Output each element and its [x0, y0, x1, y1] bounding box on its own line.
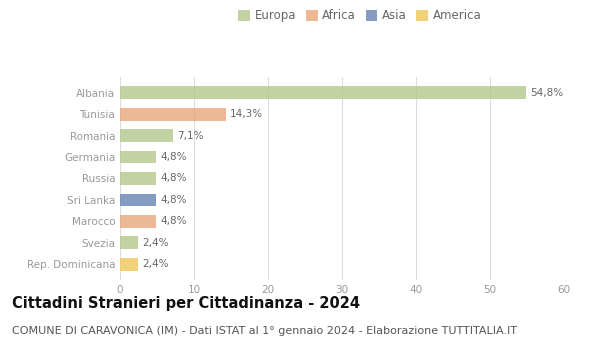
Text: 2,4%: 2,4% — [142, 238, 169, 248]
Text: Cittadini Stranieri per Cittadinanza - 2024: Cittadini Stranieri per Cittadinanza - 2… — [12, 296, 360, 311]
Bar — [120, 172, 155, 185]
Text: 4,8%: 4,8% — [160, 174, 187, 183]
Legend: Europa, Africa, Asia, America: Europa, Africa, Asia, America — [238, 9, 482, 22]
Bar — [120, 86, 526, 99]
Bar — [120, 237, 138, 249]
Text: 14,3%: 14,3% — [230, 109, 263, 119]
Text: 2,4%: 2,4% — [142, 259, 169, 270]
Bar — [120, 258, 138, 271]
Bar — [120, 129, 173, 142]
Text: 4,8%: 4,8% — [160, 216, 187, 226]
Bar — [120, 215, 155, 228]
Text: 54,8%: 54,8% — [530, 88, 563, 98]
Text: COMUNE DI CARAVONICA (IM) - Dati ISTAT al 1° gennaio 2024 - Elaborazione TUTTITA: COMUNE DI CARAVONICA (IM) - Dati ISTAT a… — [12, 326, 517, 336]
Text: 7,1%: 7,1% — [177, 131, 203, 141]
Bar — [120, 194, 155, 206]
Bar — [120, 108, 226, 120]
Bar — [120, 150, 155, 163]
Text: 4,8%: 4,8% — [160, 152, 187, 162]
Text: 4,8%: 4,8% — [160, 195, 187, 205]
